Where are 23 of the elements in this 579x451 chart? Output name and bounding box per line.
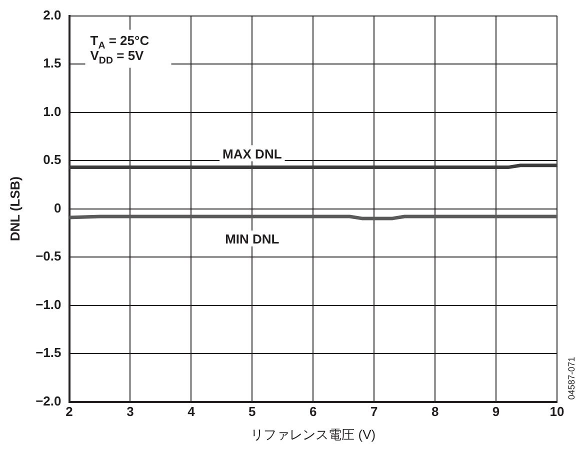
x-tick-label: 3 [126,404,134,420]
y-tick-label: 0.5 [43,152,62,168]
x-axis-title: リファレンス電圧 (V) [250,426,376,442]
y-tick-label: −1.5 [36,345,62,360]
annotation: MIN DNL [225,232,280,247]
y-tick-label: 2.0 [43,7,62,22]
y-tick-label: −2.0 [36,393,62,408]
y-tick-label: 0 [54,200,62,216]
y-tick-label: −1.0 [36,296,62,312]
x-tick-label: 2 [66,404,73,420]
x-tick-label: 7 [370,404,378,420]
y-tick-label: 1.0 [43,104,62,119]
x-tick-label: 10 [550,404,564,420]
annotation: MAX DNL [222,146,282,162]
x-tick-label: 9 [492,404,500,420]
x-tick-label: 4 [188,404,196,420]
x-tick-label: 6 [310,404,317,420]
y-tick-label: −0.5 [36,248,62,264]
x-tick-label: 5 [248,404,256,420]
x-tick-label: 8 [431,404,439,420]
y-tick-label: 1.5 [43,56,62,71]
y-axis-title: DNL (LSB) [7,176,22,242]
text: 04587-071 [566,356,576,400]
